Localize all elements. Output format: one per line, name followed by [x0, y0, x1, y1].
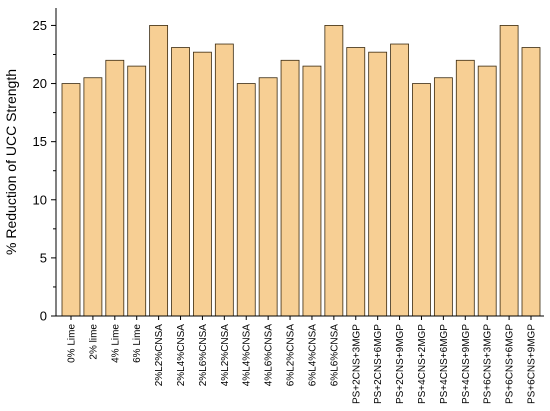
bar-8	[214, 43, 234, 317]
y-axis-label: % Reduction of UCC Strength	[3, 69, 19, 255]
x-tick-label-19: PS+4CNS+9MGP	[461, 324, 472, 404]
bar-3	[105, 59, 125, 317]
x-tick-label-3: 4% Lime	[110, 324, 121, 363]
x-tick-label-14: PS+2CNS+3MGP	[351, 324, 362, 404]
x-tick-label-10: 4%L6%CNSA	[264, 324, 275, 387]
bar-7	[193, 51, 212, 317]
bar-2	[83, 77, 103, 317]
x-tick-label-12: 6%L4%CNSA	[307, 324, 318, 387]
y-tick-label-0: 0	[40, 309, 47, 324]
x-tick-label-6: 2%L4%CNSA	[176, 324, 187, 387]
y-tick-label-5: 5	[40, 250, 47, 265]
y-axis: 0 5 10 15 20 25	[33, 8, 57, 324]
bar-13	[324, 25, 344, 317]
y-tick-label-15: 15	[33, 134, 47, 149]
x-tick-label-2: 2% lime	[88, 324, 99, 360]
x-tick-label-13: 6%L6%CNSA	[329, 324, 340, 387]
x-tick-label-15: PS+2CNS+6MGP	[373, 324, 384, 404]
bar-15	[368, 51, 388, 317]
bar-10	[258, 77, 278, 317]
bar-20	[477, 65, 497, 317]
y-tick-label-25: 25	[33, 18, 47, 33]
x-tick-label-4: 6% Lime	[132, 324, 143, 363]
y-tick-label-20: 20	[33, 76, 47, 91]
x-tick-label-18: PS+4CNS+6MGP	[439, 324, 450, 404]
bar-6	[171, 47, 190, 317]
bar-21	[499, 25, 519, 317]
bar-16	[390, 43, 409, 317]
bar-12	[302, 65, 322, 317]
x-tick-label-22: PS+6CNS+9MGP	[527, 324, 538, 404]
bar-4	[127, 65, 147, 317]
bar-14	[346, 47, 366, 317]
bars-group	[61, 25, 541, 317]
bar-17	[412, 83, 431, 317]
bar-1	[61, 83, 81, 317]
y-tick-label-10: 10	[33, 192, 47, 207]
x-tick-label-7: 2%L6%CNSA	[198, 324, 209, 387]
bar-19	[455, 59, 475, 317]
x-tick-label-9: 4%L4%CNSA	[242, 324, 253, 387]
bar-5	[149, 25, 169, 317]
x-tick-label-5: 2%L2%CNSA	[154, 324, 165, 387]
bar-9	[236, 83, 256, 317]
x-tick-label-11: 6%L2%CNSA	[286, 324, 297, 387]
x-tick-label-21: PS+6CNS+6MGP	[505, 324, 516, 404]
x-tick-label-16: PS+2CNS+9MGP	[395, 324, 406, 404]
x-tick-label-1: 0% Lime	[67, 324, 78, 363]
bar-18	[433, 77, 453, 317]
x-tick-label-20: PS+6CNS+3MGP	[483, 324, 494, 404]
x-tick-label-17: PS+4CNS+2MGP	[417, 324, 428, 404]
bar-22	[521, 47, 541, 317]
bar-11	[280, 59, 300, 317]
x-axis: 0% Lime 2% lime 4% Lime 6% Lime 2%L2%CNSA 2%L…	[56, 315, 544, 404]
x-tick-label-8: 4%L2%CNSA	[220, 324, 231, 387]
